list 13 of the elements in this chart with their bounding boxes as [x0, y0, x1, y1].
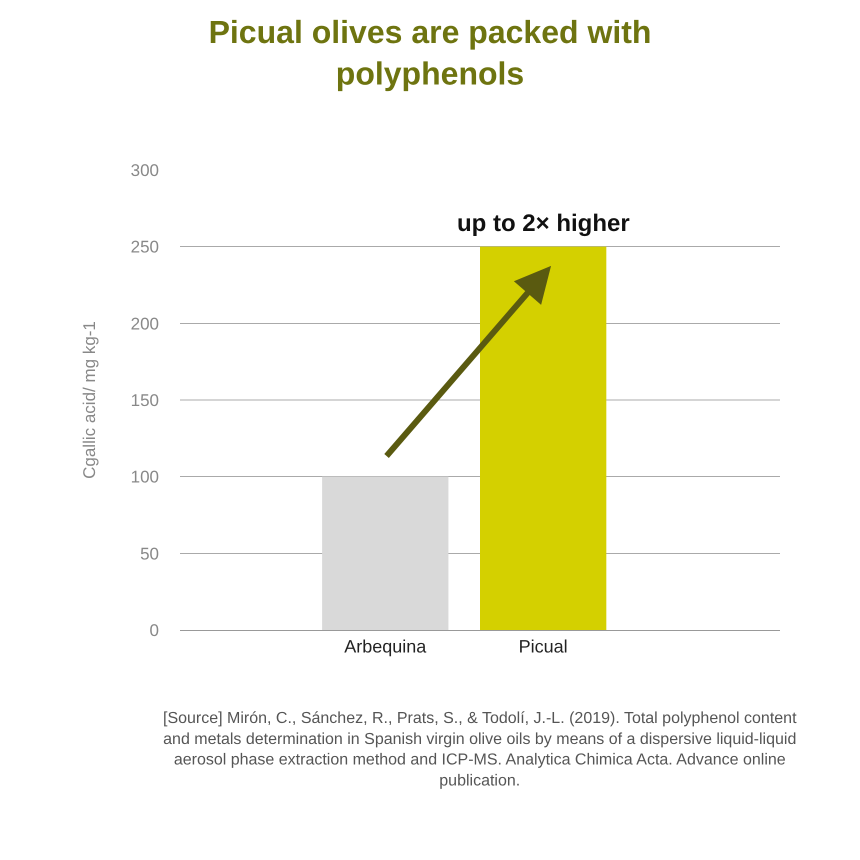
y-tick-label: 0: [150, 620, 159, 640]
y-tick-label: 300: [130, 160, 159, 180]
x-tick-label: Arbequina: [344, 636, 428, 657]
y-tick-label: 200: [130, 314, 159, 334]
y-tick-label: 250: [130, 238, 159, 257]
annotation: up to 2× higher: [457, 210, 630, 237]
y-tick-label: 50: [140, 544, 159, 564]
y-tick-label: 100: [130, 468, 159, 487]
text: [Source] Mirón, C., Sánchez, R., Prats, S., & Todolí, J.-L. (2019). Total polyphenol content and metals determination in Spanish virgin olive oils by means of a dispersive liquid-liquid aerosol phase extraction method and ICP-MS. Analytica Chimica Acta. Advance online publication.: [163, 710, 798, 790]
x-tick-label: Picual: [518, 636, 568, 657]
y-axis-title: Cgallic acid/ mg kg-1: [80, 321, 100, 479]
y-tick-label: 150: [130, 390, 159, 410]
chart-title: Picual olives are packed with polyphenols: [208, 14, 652, 92]
